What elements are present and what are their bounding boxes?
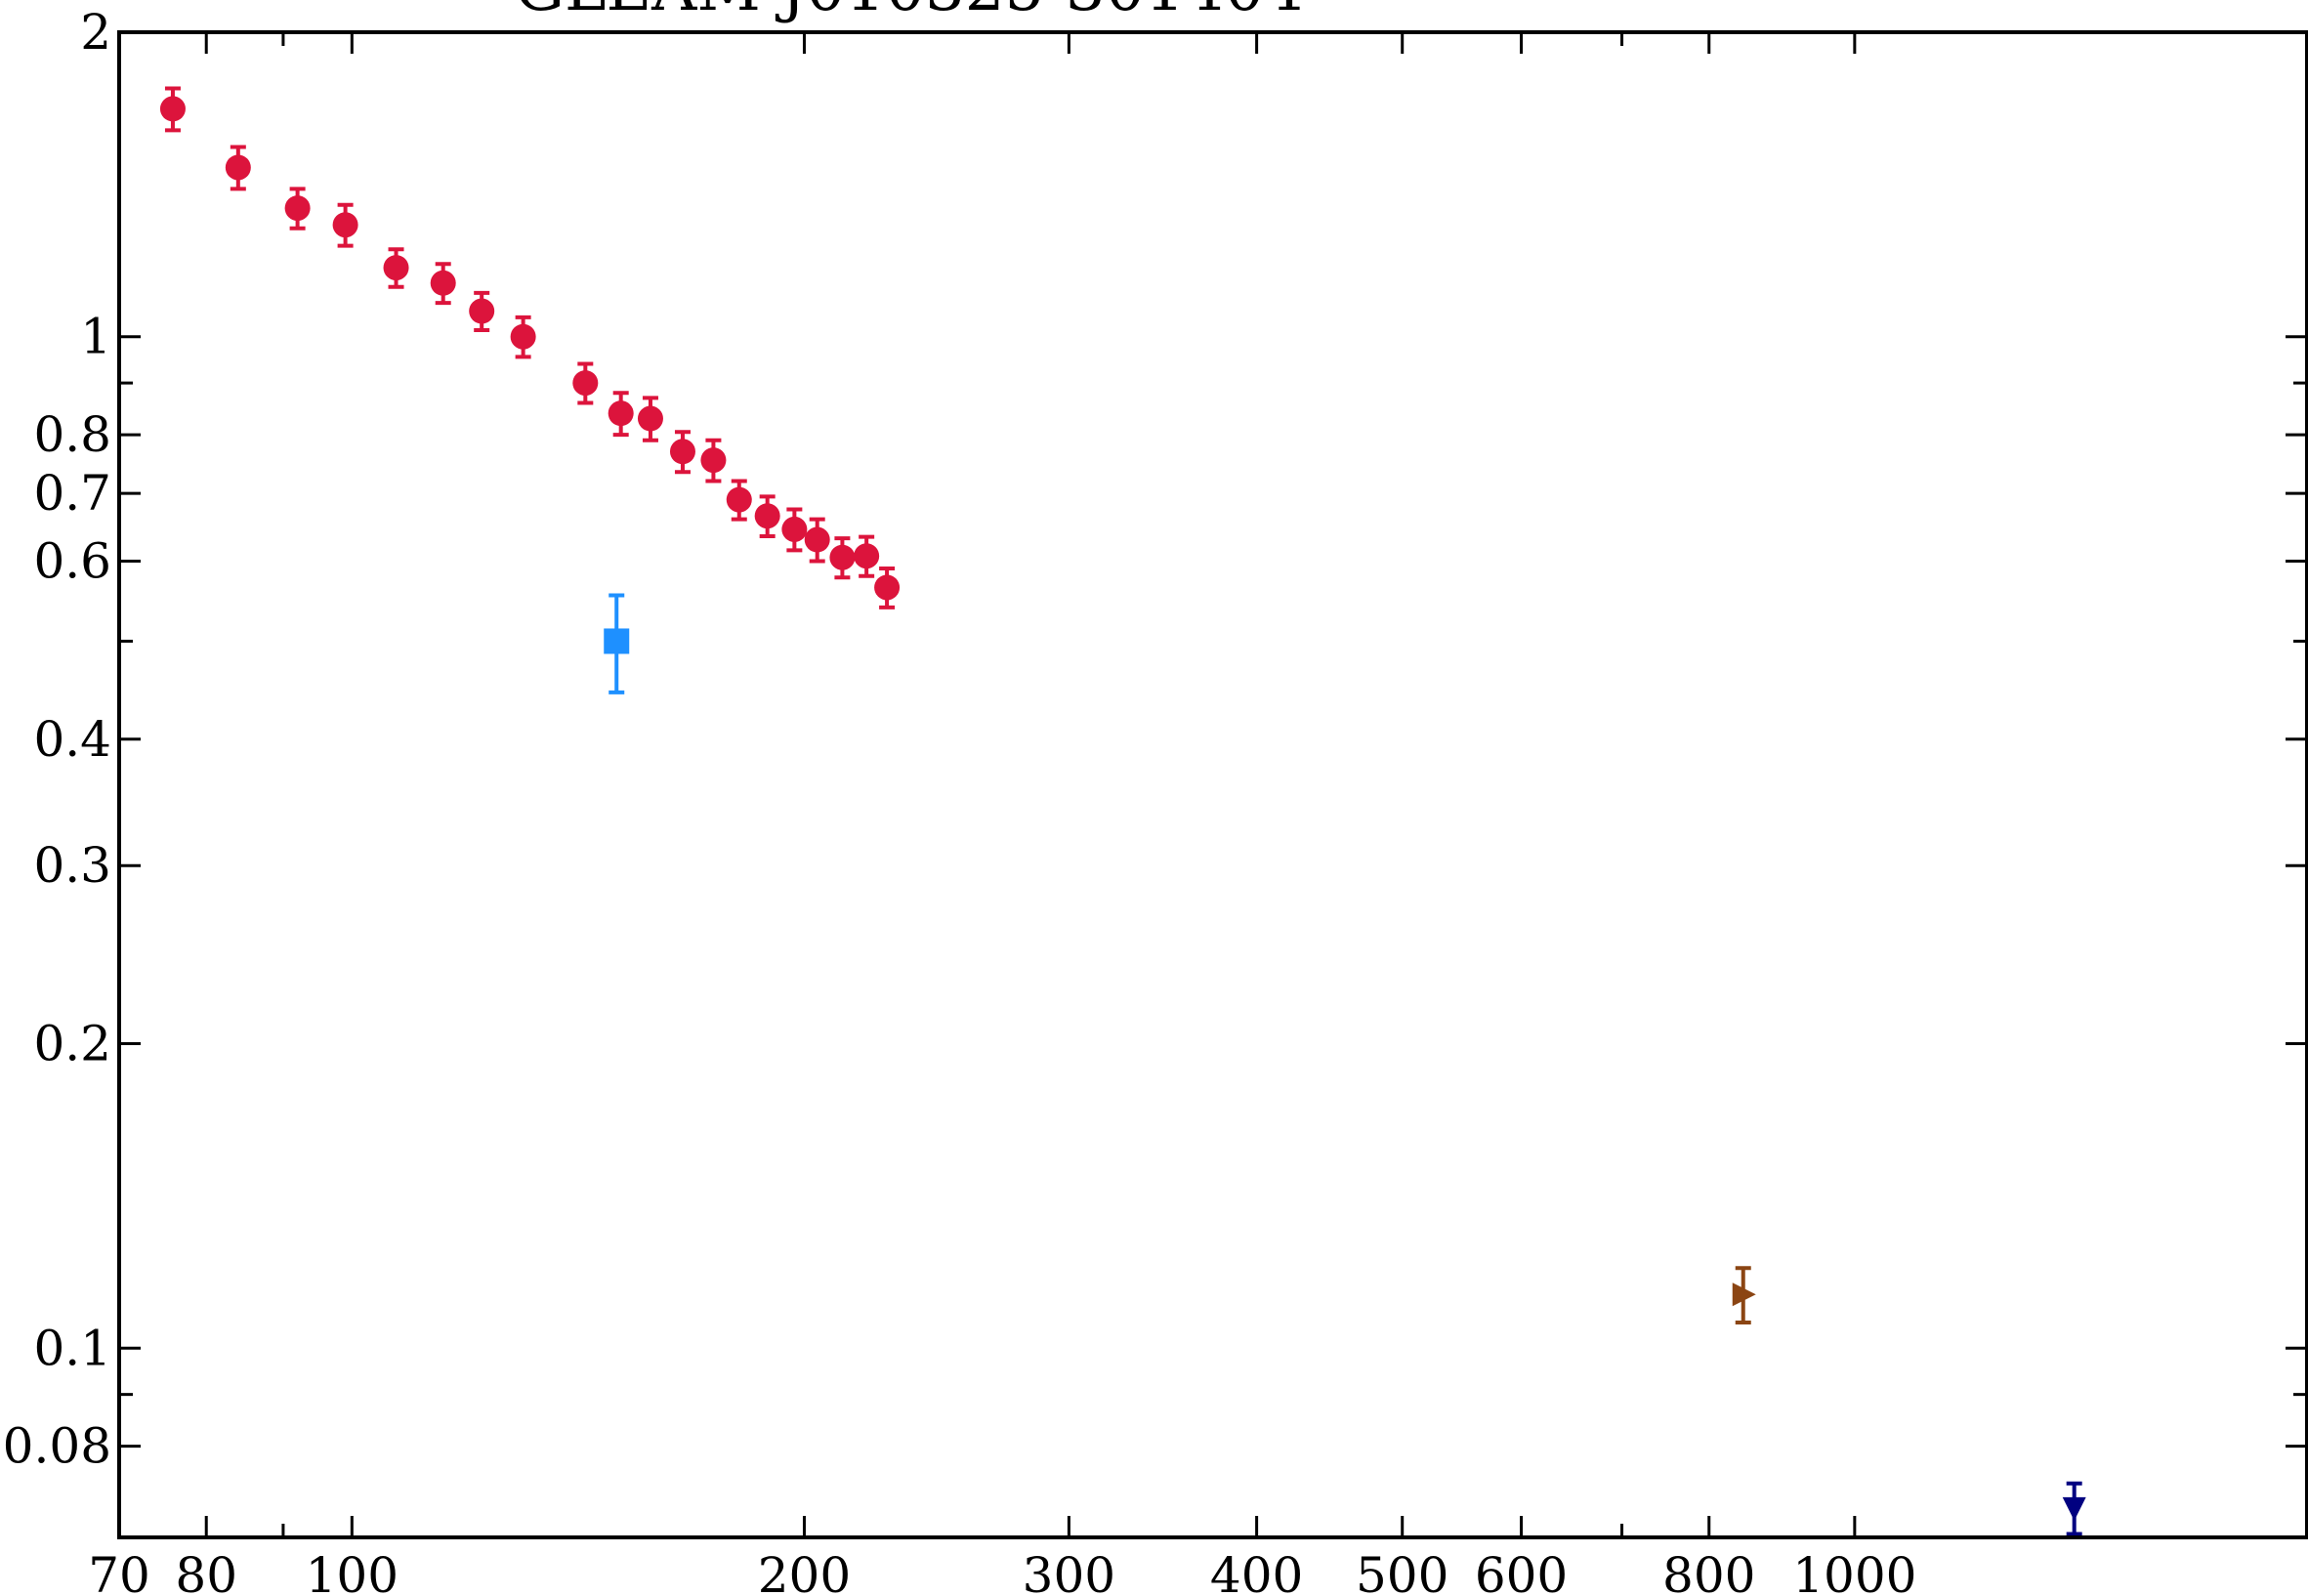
circle-marker [726, 486, 752, 513]
circle-marker [854, 543, 880, 569]
data-point [637, 396, 663, 442]
x-tick-label: 400 [1210, 1547, 1303, 1596]
circle-marker [700, 447, 727, 474]
circle-marker [430, 270, 456, 296]
x-tick-label: 500 [1356, 1547, 1448, 1596]
circle-marker [874, 574, 901, 601]
data-points [159, 86, 2086, 1536]
data-point [2062, 1481, 2086, 1536]
circle-marker [383, 255, 409, 281]
circle-marker [159, 96, 186, 122]
data-point [700, 438, 727, 483]
circle-marker [829, 544, 856, 570]
circle-marker [225, 154, 251, 181]
data-point [284, 187, 311, 231]
data-point [572, 361, 599, 405]
x-tick-label: 1000 [1792, 1547, 1916, 1596]
y-tick-label: 0.7 [33, 465, 111, 522]
y-tick-label: 0.4 [33, 711, 111, 768]
data-point [804, 517, 830, 564]
data-point [430, 262, 456, 306]
circle-marker [637, 405, 663, 432]
circle-marker [781, 516, 808, 542]
circle-marker [572, 370, 599, 397]
y-tick-label: 0.6 [33, 532, 111, 589]
data-point [874, 567, 901, 609]
data-point [604, 593, 630, 694]
data-point [469, 290, 495, 333]
y-tick-label: 2 [80, 4, 111, 61]
data-point [510, 315, 536, 359]
triangle-down-marker [2062, 1496, 2086, 1521]
circle-marker [608, 400, 634, 427]
data-point [726, 479, 752, 522]
data-point [608, 391, 634, 438]
x-tick-label: 300 [1023, 1547, 1115, 1596]
circle-marker [804, 526, 830, 553]
y-tick-label: 1 [80, 309, 111, 365]
data-point [781, 507, 808, 553]
x-tick-label: 600 [1475, 1547, 1568, 1596]
x-tick-label: 70 [88, 1547, 150, 1596]
circle-marker [754, 503, 780, 529]
x-tick-label: 100 [306, 1547, 399, 1596]
circle-marker [510, 323, 536, 350]
square-marker [604, 628, 630, 654]
triangle-right-marker [1732, 1282, 1756, 1307]
circle-marker [332, 212, 358, 238]
y-tick-label: 0.3 [33, 837, 111, 894]
data-point [669, 430, 695, 475]
x-tick-label: 200 [758, 1547, 851, 1596]
circle-marker [284, 195, 311, 222]
chart-title: GLEAM J010325-301404 [515, 0, 1304, 25]
data-point [332, 202, 358, 248]
plot-frame [117, 30, 2308, 1539]
data-point [754, 494, 780, 538]
x-tick-label: 80 [175, 1547, 237, 1596]
data-point [383, 247, 409, 289]
circle-marker [469, 298, 495, 324]
data-point [159, 86, 186, 133]
x-tick-label: 800 [1662, 1547, 1755, 1596]
y-tick-label: 0.08 [3, 1418, 111, 1475]
axis-ticks [117, 30, 2307, 1537]
data-point [829, 536, 856, 580]
y-tick-label: 0.1 [33, 1320, 111, 1376]
y-tick-label: 0.8 [33, 406, 111, 463]
data-point [225, 145, 251, 191]
data-point [854, 534, 880, 578]
circle-marker [669, 439, 695, 465]
data-point [1732, 1266, 1756, 1325]
tick-labels: 70 80 100 200 300 400 500 600 800 1000 0.08 0.1 0.2 0… [3, 4, 1917, 1596]
y-tick-label: 0.2 [33, 1016, 111, 1072]
